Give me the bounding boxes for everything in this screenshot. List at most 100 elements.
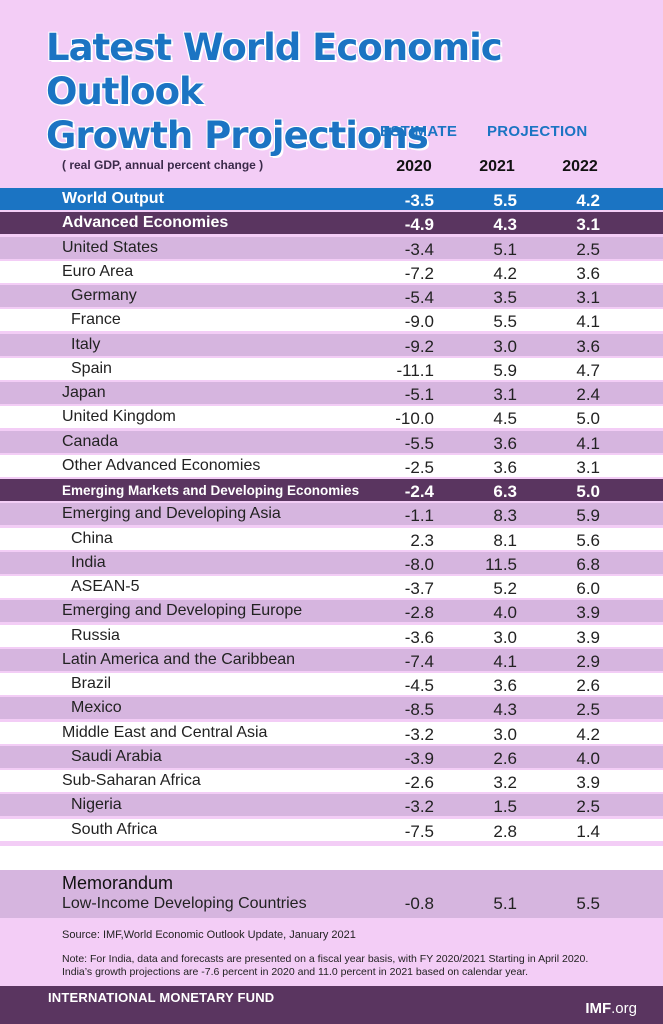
cell-value-2020: -4.9 — [404, 215, 434, 235]
table-row: Russia -3.6 3.0 3.9 — [0, 624, 663, 647]
table-row: India -8.0 11.5 6.8 — [0, 551, 663, 574]
row-label: France — [71, 311, 121, 329]
table-row: Italy -9.2 3.0 3.6 — [0, 333, 663, 356]
cell-value-2022: 3.9 — [576, 773, 600, 792]
table-row: Mexico -8.5 4.3 2.5 — [0, 697, 663, 720]
cell-value-2020: -7.5 — [404, 821, 434, 841]
cell-value-2022: 4.2 — [576, 191, 600, 210]
table-row: Other Advanced Economies -2.5 3.6 3.1 — [0, 454, 663, 477]
cell-value-2020: -3.4 — [404, 239, 434, 259]
cell-value-2022: 6.0 — [576, 579, 600, 598]
table-row: Euro Area -7.2 4.2 3.6 — [0, 260, 663, 283]
row-label: China — [71, 529, 113, 547]
year-header-2022: 2022 — [562, 158, 598, 175]
cell-value-2020: -3.2 — [404, 797, 434, 817]
cell-value-2022: 2.5 — [576, 700, 600, 720]
cell-value-2020: -11.1 — [396, 360, 435, 380]
cell-value-2022: 2.5 — [576, 239, 600, 259]
cell-value-2020: -3.9 — [404, 748, 434, 768]
cell-value-2022: 2.4 — [576, 385, 600, 404]
cell-value-2021: 3.5 — [493, 288, 517, 307]
cell-value-2022: 4.2 — [576, 724, 600, 744]
cell-value-2021: 3.1 — [493, 385, 517, 404]
cell-value-2020: -4.5 — [404, 676, 434, 695]
cell-value-2022: 5.0 — [576, 409, 600, 429]
row-label: Japan — [62, 384, 106, 401]
table-row: Nigeria -3.2 1.5 2.5 — [0, 794, 663, 817]
cell-value-2021: 5.1 — [493, 239, 517, 259]
footnote-line-1: Note: For India, data and forecasts are … — [62, 953, 589, 965]
cell-value-2021: 4.0 — [493, 603, 517, 623]
row-label: Russia — [71, 626, 120, 644]
cell-value-2021: 5.2 — [493, 579, 517, 598]
cell-value-2022: 3.6 — [576, 336, 600, 356]
row-label: Italy — [71, 335, 101, 353]
cell-value-2021: 3.6 — [493, 433, 517, 453]
table-row: Latin America and the Caribbean -7.4 4.1 2.… — [0, 648, 663, 671]
cell-value-2020: -3.7 — [404, 579, 434, 598]
site-main: IMF — [585, 1000, 612, 1017]
site-suffix: .org — [611, 1000, 637, 1017]
table-row: Emerging and Developing Europe -2.8 4.0 3.9 — [0, 600, 663, 623]
cell-value-2021: 3.6 — [493, 457, 517, 477]
cell-value-2020: -3.5 — [404, 191, 434, 210]
cell-value-2020: -1.1 — [404, 506, 434, 526]
year-header-2020: 2020 — [396, 158, 432, 175]
cell-value-2021: 3.6 — [493, 676, 517, 695]
row-label: United States — [62, 238, 159, 256]
cell-value-2020: -9.0 — [404, 312, 434, 332]
cell-value-2021: 4.3 — [493, 215, 517, 235]
cell-value-2021: 2.8 — [493, 821, 517, 841]
table-row: China 2.3 8.1 5.6 — [0, 527, 663, 550]
table-row: Canada -5.5 3.6 4.1 — [0, 430, 663, 453]
cell-value-2022: 3.1 — [576, 288, 600, 307]
table-row: South Africa -7.5 2.8 1.4 — [0, 818, 663, 841]
estimate-header: ESTIMATE — [380, 123, 458, 140]
cell-value-2022: 5.0 — [576, 482, 600, 501]
memorandum-value-2022: 5.5 — [576, 894, 600, 913]
row-label: Advanced Economies — [62, 214, 229, 232]
cell-value-2021: 3.0 — [493, 724, 517, 744]
cell-value-2020: -7.4 — [404, 651, 434, 671]
row-label: Emerging and Developing Asia — [62, 505, 281, 523]
site-link[interactable]: IMF.org — [585, 1000, 637, 1017]
row-label: Sub-Saharan Africa — [62, 772, 201, 789]
row-label: United Kingdom — [62, 408, 176, 426]
cell-value-2021: 1.5 — [493, 797, 517, 817]
row-label: Saudi Arabia — [71, 747, 162, 765]
table-row: France -9.0 5.5 4.1 — [0, 309, 663, 332]
cell-value-2021: 2.6 — [493, 748, 517, 768]
cell-value-2022: 4.7 — [576, 360, 600, 380]
memorandum-value-2021: 5.1 — [493, 894, 517, 913]
cell-value-2020: -8.0 — [404, 554, 434, 574]
table-row: Germany -5.4 3.5 3.1 — [0, 285, 663, 307]
table-row: Japan -5.1 3.1 2.4 — [0, 382, 663, 404]
cell-value-2022: 3.9 — [576, 603, 600, 623]
cell-value-2020: -10.0 — [395, 409, 434, 429]
spacer-row — [0, 846, 663, 870]
cell-value-2022: 3.1 — [576, 457, 600, 477]
row-label: Germany — [71, 287, 137, 304]
cell-value-2022: 4.1 — [576, 312, 600, 332]
row-label: Euro Area — [62, 262, 134, 280]
cell-value-2022: 5.9 — [576, 506, 600, 526]
cell-value-2021: 4.5 — [493, 409, 517, 429]
table-row: Emerging and Developing Asia -1.1 8.3 5.9 — [0, 503, 663, 526]
table-row: United Kingdom -10.0 4.5 5.0 — [0, 406, 663, 429]
table-row: Saudi Arabia -3.9 2.6 4.0 — [0, 745, 663, 768]
page-title: Latest World Economic Outlook Growth Pro… — [46, 26, 646, 158]
memorandum-heading: Memorandum — [62, 873, 174, 893]
row-label: Canada — [62, 432, 119, 450]
year-header-2021: 2021 — [479, 158, 515, 175]
table-row: Sub-Saharan Africa -2.6 3.2 3.9 — [0, 770, 663, 792]
table-row: Spain -11.1 5.9 4.7 — [0, 357, 663, 380]
table-row: Middle East and Central Asia -3.2 3.0 4.2 — [0, 721, 663, 744]
cell-value-2021: 4.1 — [493, 651, 517, 671]
cell-value-2020: -3.6 — [404, 627, 434, 647]
cell-value-2022: 3.9 — [576, 627, 600, 647]
cell-value-2021: 5.9 — [493, 360, 517, 380]
table-row: Emerging Markets and Developing Economie… — [0, 479, 663, 501]
row-label: Nigeria — [71, 796, 122, 814]
footnote-line-2: India’s growth projections are -7.6 perc… — [62, 966, 529, 978]
cell-value-2021: 4.3 — [493, 700, 517, 720]
